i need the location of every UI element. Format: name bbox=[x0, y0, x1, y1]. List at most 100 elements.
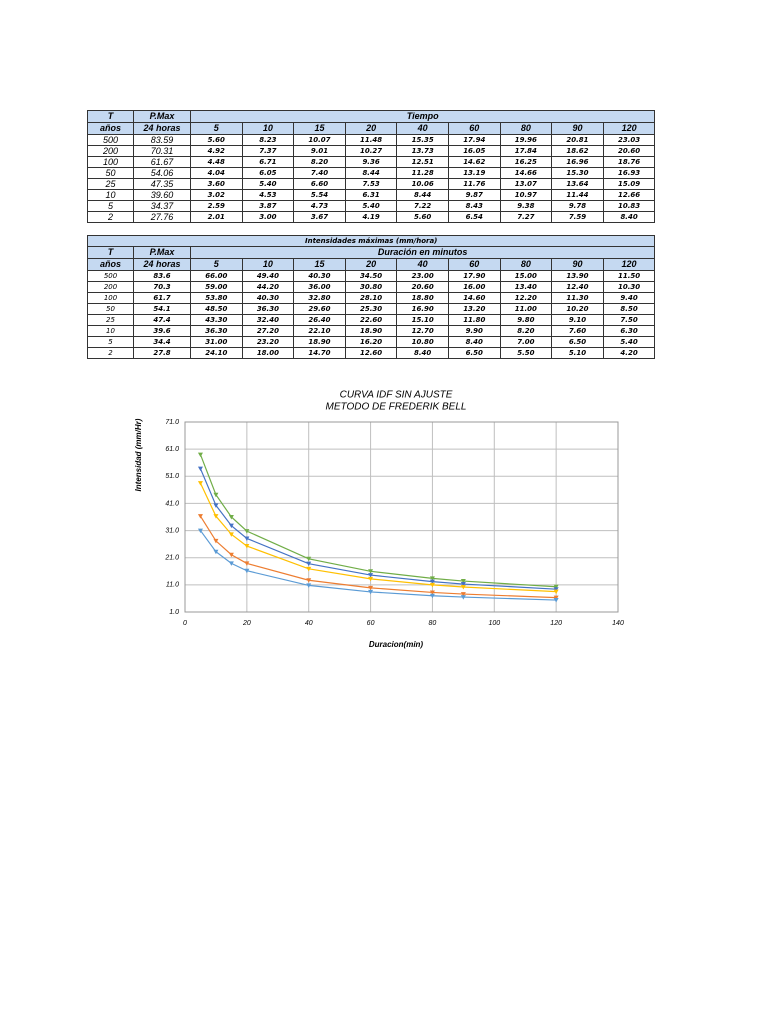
cell: 10.27 bbox=[344, 145, 398, 157]
marker bbox=[244, 536, 250, 541]
y-tick-label: 1.0 bbox=[169, 609, 179, 616]
cell: 17.84 bbox=[499, 145, 553, 157]
x-tick-label: 100 bbox=[488, 620, 500, 627]
cell: 47.35 bbox=[133, 178, 191, 190]
header-cell: años bbox=[87, 122, 134, 135]
header-cell: años bbox=[87, 258, 134, 271]
cell: 23.00 bbox=[396, 270, 449, 282]
cell: 36.30 bbox=[190, 325, 243, 337]
cell: 32.80 bbox=[293, 292, 346, 304]
data-row: 50 54.06 4.04 6.05 7.40 8.44 11.28 13.19 14.66 15… bbox=[87, 167, 656, 179]
cell: 29.60 bbox=[293, 303, 346, 315]
header-cell: 120 bbox=[602, 122, 656, 135]
cell: 10.97 bbox=[499, 189, 553, 201]
cell: 20.60 bbox=[602, 145, 656, 157]
cell: 2 bbox=[87, 347, 134, 359]
cell: 6.50 bbox=[447, 347, 501, 359]
data-row: 500 83.59 5.60 8.23 10.07 11.48 15.35 17.94 19.9… bbox=[87, 134, 656, 146]
marker bbox=[553, 589, 559, 595]
cell: 10.80 bbox=[396, 336, 449, 348]
cell: 3.00 bbox=[241, 211, 295, 223]
cell: 5.60 bbox=[396, 211, 449, 223]
cell: 39.60 bbox=[133, 189, 191, 201]
cell: 66.00 bbox=[190, 270, 243, 282]
cell: 4.48 bbox=[190, 156, 243, 168]
data-row: 5 34.4 31.00 23.20 18.90 16.20 10.80 8.40 7.00 6.… bbox=[87, 336, 656, 348]
marker bbox=[429, 590, 435, 595]
cell: 6.31 bbox=[344, 189, 398, 201]
cell: 7.37 bbox=[241, 145, 295, 157]
marker bbox=[244, 568, 250, 574]
cell: 10.06 bbox=[396, 178, 449, 190]
marker bbox=[244, 561, 250, 566]
marker bbox=[228, 561, 234, 566]
marker bbox=[244, 544, 250, 549]
header-cell: 10 bbox=[241, 122, 295, 135]
cell: 23.03 bbox=[602, 134, 656, 146]
cell: 14.60 bbox=[447, 292, 501, 304]
cell: 4.20 bbox=[602, 347, 656, 359]
table-tiempo: T P.Max Tiempo años 24 horas 5 10 15 20 40 60 80 90 1… bbox=[87, 110, 656, 223]
cell: 11.30 bbox=[551, 292, 604, 304]
header-cell: 120 bbox=[602, 258, 656, 271]
header-cell: P.Max bbox=[133, 110, 191, 123]
marker bbox=[197, 514, 203, 519]
header-cell: 90 bbox=[551, 122, 604, 135]
cell: 10.07 bbox=[293, 134, 346, 146]
cell: 25 bbox=[87, 178, 134, 190]
marker bbox=[228, 523, 234, 529]
cell: 30.80 bbox=[344, 281, 398, 293]
cell: 6.30 bbox=[602, 325, 656, 337]
y-tick-label: 71.0 bbox=[165, 419, 179, 426]
cell: 83.59 bbox=[133, 134, 191, 146]
cell: 6.71 bbox=[241, 156, 295, 168]
cell: 43.30 bbox=[190, 314, 243, 326]
cell: 44.20 bbox=[241, 281, 295, 293]
data-row: 100 61.67 4.48 6.71 8.20 9.36 12.51 14.62 16.25 1… bbox=[87, 156, 656, 168]
header-cell: 24 horas bbox=[133, 122, 191, 135]
cell: 47.4 bbox=[133, 314, 191, 326]
cell: 39.6 bbox=[133, 325, 191, 337]
cell: 26.40 bbox=[293, 314, 346, 326]
cell: 7.00 bbox=[499, 336, 553, 348]
marker bbox=[368, 589, 374, 595]
marker bbox=[213, 538, 219, 544]
cell: 16.25 bbox=[499, 156, 553, 168]
data-row: 200 70.3 59.00 44.20 36.00 30.80 20.60 16.00 13.… bbox=[87, 281, 656, 293]
marker bbox=[197, 528, 203, 534]
cell: 5.50 bbox=[499, 347, 553, 359]
header-cell: 40 bbox=[396, 258, 449, 271]
header-cell: 20 bbox=[344, 122, 398, 135]
cell: 54.06 bbox=[133, 167, 191, 179]
marker bbox=[553, 595, 559, 601]
cell: 14.70 bbox=[293, 347, 346, 359]
y-tick-label: 61.0 bbox=[165, 446, 179, 453]
cell: 36.00 bbox=[293, 281, 346, 293]
marker bbox=[368, 573, 374, 578]
cell: 49.40 bbox=[241, 270, 295, 282]
cell: 24.10 bbox=[190, 347, 243, 359]
cell: 12.20 bbox=[499, 292, 553, 304]
cell: 13.20 bbox=[447, 303, 501, 315]
cell: 8.40 bbox=[396, 347, 449, 359]
cell: 18.00 bbox=[241, 347, 295, 359]
x-axis-label: Duracion(min) bbox=[369, 640, 424, 649]
cell: 83.6 bbox=[133, 270, 191, 282]
cell: 15.30 bbox=[551, 167, 604, 179]
header-cell: 15 bbox=[293, 258, 346, 271]
cell: 13.07 bbox=[499, 178, 553, 190]
cell: 200 bbox=[87, 281, 134, 293]
cell: 20.60 bbox=[396, 281, 449, 293]
cell: 27.20 bbox=[241, 325, 295, 337]
data-row: 10 39.6 36.30 27.20 22.10 18.90 12.70 9.90 8.20 7… bbox=[87, 325, 656, 337]
cell: 9.90 bbox=[447, 325, 501, 337]
cell: 11.44 bbox=[551, 189, 604, 201]
marker bbox=[213, 549, 219, 555]
cell: 16.90 bbox=[396, 303, 449, 315]
cell: 50 bbox=[87, 167, 134, 179]
data-row: 5 34.37 2.59 3.87 4.73 5.40 7.22 8.43 9.38 9.78 10… bbox=[87, 200, 656, 212]
cell: 5.60 bbox=[190, 134, 243, 146]
cell: 5.10 bbox=[551, 347, 604, 359]
